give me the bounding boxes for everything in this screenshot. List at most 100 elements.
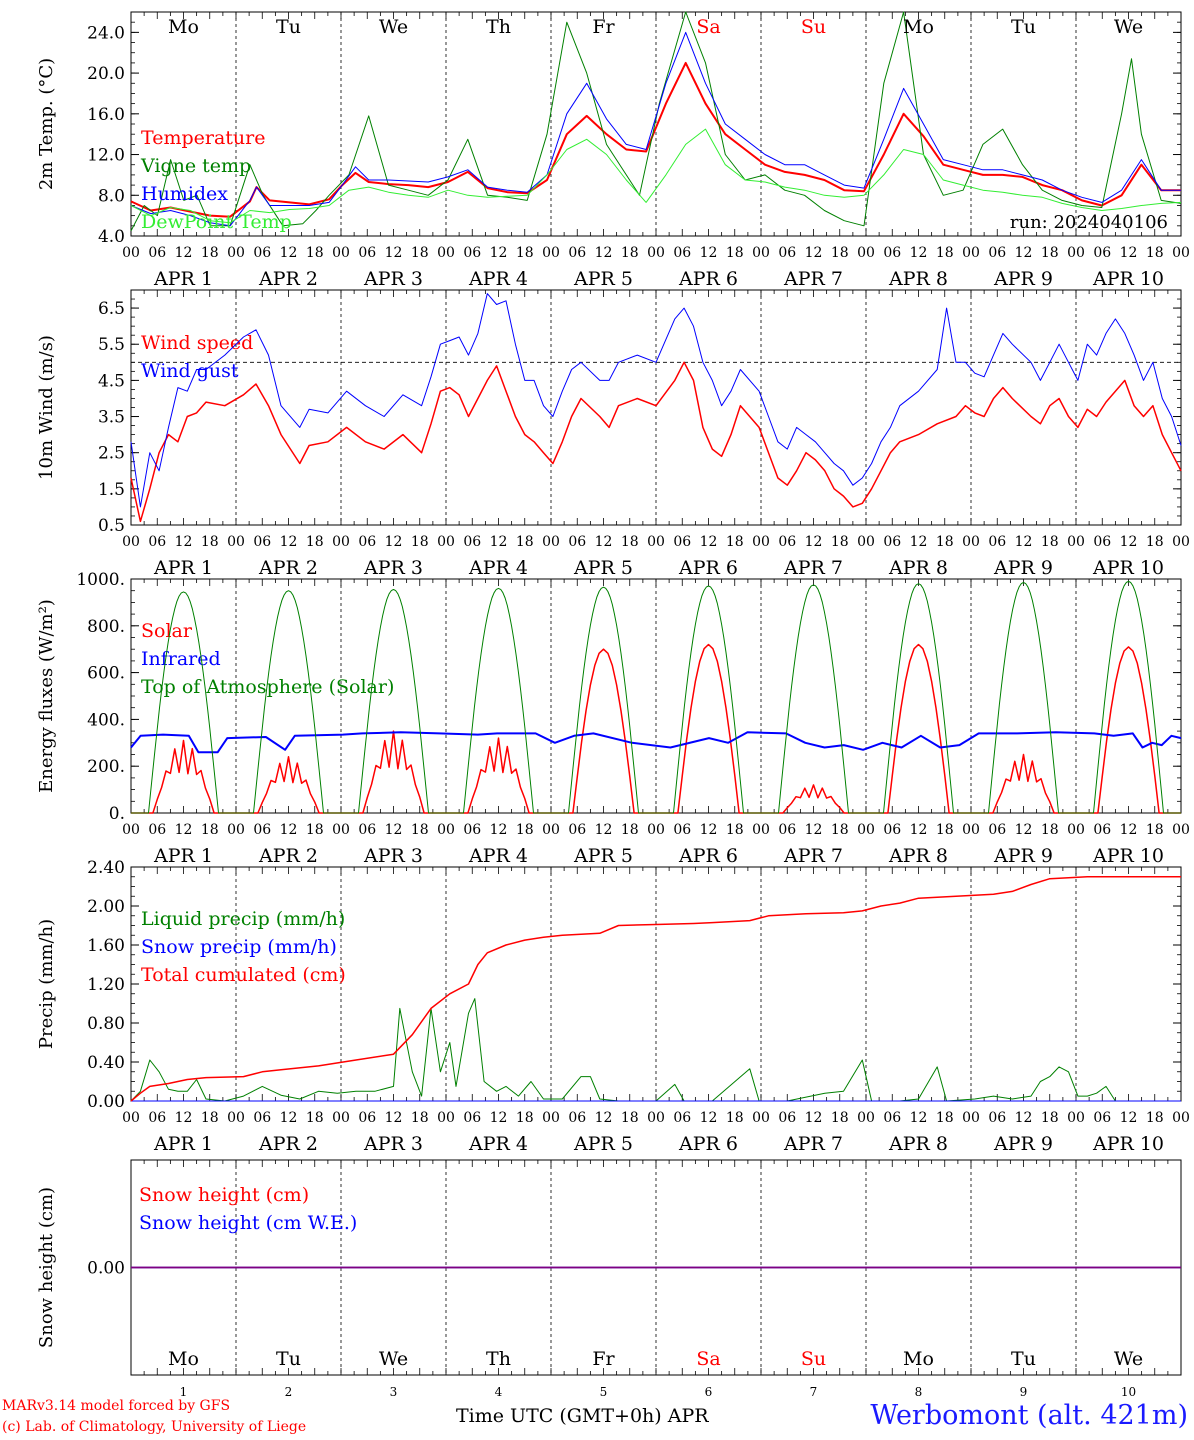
hour-label: 12 bbox=[910, 534, 928, 550]
legend-entry: Snow precip (mm/h) bbox=[141, 936, 337, 958]
hour-label: 06 bbox=[988, 534, 1006, 550]
hour-label: 18 bbox=[306, 1110, 324, 1126]
hour-label: 06 bbox=[568, 245, 586, 261]
date-label: APR 6 bbox=[678, 1133, 738, 1155]
day-abbr: We bbox=[379, 16, 408, 38]
series-line-temp-2 bbox=[130, 31, 1181, 227]
hour-label: 00 bbox=[1172, 534, 1190, 550]
hour-label: 00 bbox=[437, 822, 455, 838]
day-abbr: Mo bbox=[168, 16, 199, 38]
date-label: APR 3 bbox=[363, 1133, 423, 1155]
hour-label: 18 bbox=[1041, 822, 1059, 838]
date-label: APR 8 bbox=[888, 1133, 948, 1155]
legend-entry: Infrared bbox=[141, 648, 221, 670]
date-label: APR 9 bbox=[993, 268, 1053, 290]
date-label: APR 7 bbox=[783, 268, 843, 290]
series-line-temp-0 bbox=[130, 61, 1181, 218]
hour-label: 00 bbox=[542, 1110, 560, 1126]
hour-label: 06 bbox=[253, 822, 271, 838]
hour-label: 06 bbox=[463, 245, 481, 261]
hour-label: 18 bbox=[621, 534, 639, 550]
hour-label: 00 bbox=[332, 245, 350, 261]
hour-label: 00 bbox=[962, 534, 980, 550]
hour-label: 06 bbox=[1093, 822, 1111, 838]
hour-label: 12 bbox=[385, 822, 403, 838]
hour-label: 12 bbox=[385, 534, 403, 550]
hour-label: 18 bbox=[936, 822, 954, 838]
hour-label: 00 bbox=[1172, 822, 1190, 838]
hour-label: 12 bbox=[805, 1110, 823, 1126]
hour-label: 18 bbox=[411, 534, 429, 550]
hour-label: 12 bbox=[175, 822, 193, 838]
day-abbr: Th bbox=[486, 16, 511, 38]
date-label: APR 10 bbox=[1092, 1133, 1164, 1155]
hour-label: 12 bbox=[910, 822, 928, 838]
date-label: APR 6 bbox=[678, 557, 738, 579]
legend-entry: Total cumulated (cm) bbox=[141, 964, 346, 986]
hour-label: 18 bbox=[831, 822, 849, 838]
hour-label: 00 bbox=[857, 822, 875, 838]
hour-label: 00 bbox=[332, 534, 350, 550]
hour-label: 18 bbox=[621, 245, 639, 261]
date-label: APR 6 bbox=[678, 268, 738, 290]
hour-label: 06 bbox=[778, 822, 796, 838]
y-tick-label: 8.0 bbox=[98, 186, 125, 206]
hour-label: 18 bbox=[201, 245, 219, 261]
date-label: APR 8 bbox=[888, 268, 948, 290]
day-number: 4 bbox=[495, 1385, 503, 1399]
hour-label: 06 bbox=[358, 1110, 376, 1126]
day-abbr: Su bbox=[801, 16, 826, 38]
hour-label: 06 bbox=[673, 245, 691, 261]
date-label: APR 3 bbox=[363, 268, 423, 290]
y-axis-label: Precip (mm/h) bbox=[36, 919, 57, 1049]
hour-label: 06 bbox=[358, 822, 376, 838]
hour-label: 00 bbox=[647, 1110, 665, 1126]
hour-label: 00 bbox=[437, 534, 455, 550]
hour-label: 00 bbox=[857, 534, 875, 550]
series-line-wind-0 bbox=[130, 361, 1182, 523]
hour-label: 12 bbox=[175, 534, 193, 550]
hour-label: 12 bbox=[1120, 534, 1138, 550]
day-abbr: We bbox=[379, 1348, 408, 1370]
date-label: APR 8 bbox=[888, 845, 948, 867]
hour-label: 18 bbox=[1146, 245, 1164, 261]
hour-label: 12 bbox=[280, 245, 298, 261]
hour-label: 12 bbox=[490, 245, 508, 261]
hour-label: 06 bbox=[883, 822, 901, 838]
hour-label: 18 bbox=[201, 534, 219, 550]
hour-label: 18 bbox=[411, 822, 429, 838]
hour-label: 06 bbox=[883, 1110, 901, 1126]
hour-label: 18 bbox=[411, 245, 429, 261]
hour-label: 18 bbox=[201, 822, 219, 838]
hour-label: 00 bbox=[1172, 245, 1190, 261]
hour-label: 06 bbox=[988, 1110, 1006, 1126]
legend-entry: Snow height (cm) bbox=[139, 1184, 309, 1206]
series-line-temp-1 bbox=[130, 11, 1182, 232]
hour-label: 00 bbox=[437, 245, 455, 261]
y-tick-label: 400. bbox=[87, 710, 125, 730]
y-tick-label: 0.40 bbox=[87, 1053, 125, 1073]
date-label: APR 7 bbox=[783, 557, 843, 579]
hour-label: 18 bbox=[726, 534, 744, 550]
hour-label: 12 bbox=[280, 1110, 298, 1126]
hour-label: 00 bbox=[542, 822, 560, 838]
legend-entry: Humidex bbox=[141, 183, 228, 205]
hour-label: 00 bbox=[227, 245, 245, 261]
day-abbr: Sa bbox=[696, 16, 720, 38]
hour-label: 18 bbox=[516, 534, 534, 550]
hour-label: 18 bbox=[726, 822, 744, 838]
hour-label: 00 bbox=[647, 822, 665, 838]
date-label: APR 1 bbox=[153, 557, 213, 579]
hour-label: 06 bbox=[568, 822, 586, 838]
y-tick-label: 24.0 bbox=[87, 23, 125, 43]
hour-label: 12 bbox=[595, 534, 613, 550]
day-number: 3 bbox=[390, 1385, 398, 1399]
hour-label: 12 bbox=[700, 534, 718, 550]
series-line-wind-1 bbox=[130, 293, 1182, 508]
y-tick-label: 4.5 bbox=[98, 371, 125, 391]
date-label: APR 2 bbox=[258, 845, 318, 867]
date-label: APR 10 bbox=[1092, 557, 1164, 579]
hour-label: 12 bbox=[1120, 245, 1138, 261]
hour-label: 00 bbox=[1067, 1110, 1085, 1126]
